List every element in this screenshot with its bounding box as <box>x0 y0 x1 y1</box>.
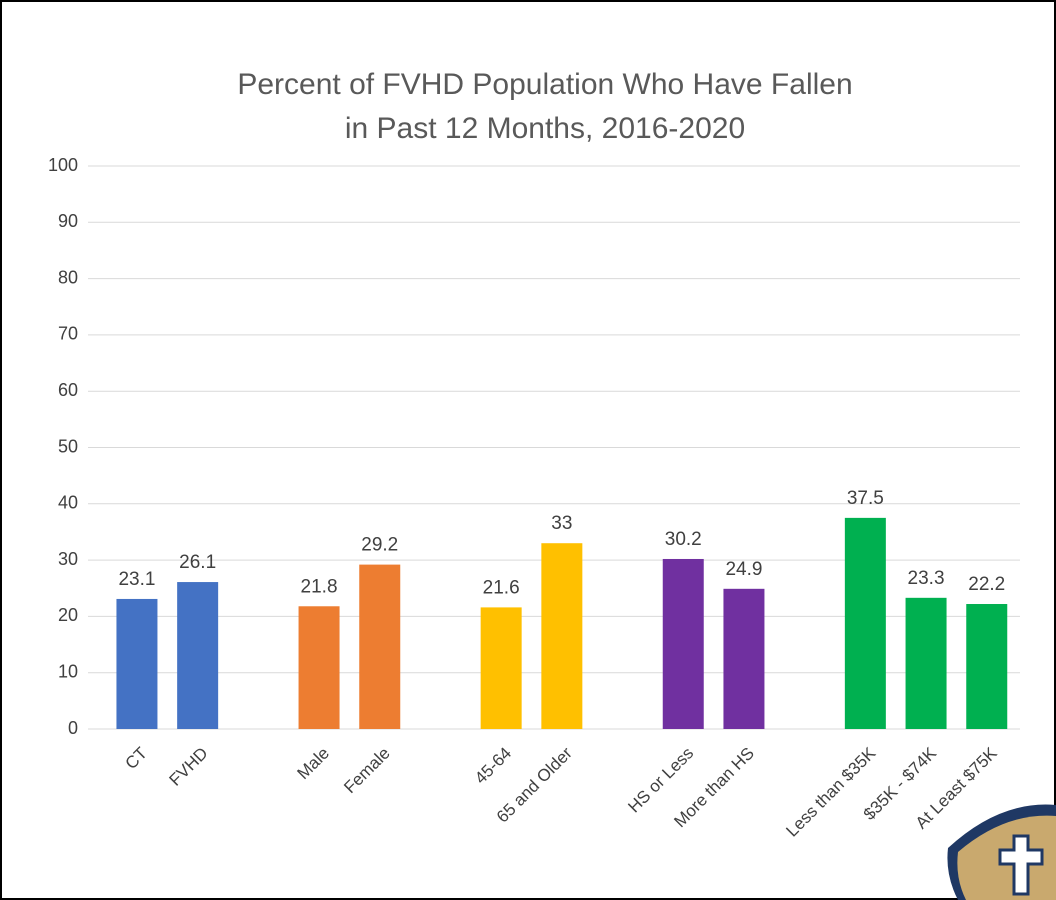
value-label: 22.2 <box>968 574 1005 595</box>
bar <box>177 582 219 729</box>
y-tick-label: 30 <box>58 549 78 569</box>
logo <box>947 804 1056 900</box>
bar <box>844 517 886 729</box>
bar <box>116 598 158 729</box>
value-label: 26.1 <box>179 552 216 573</box>
value-label: 21.6 <box>483 577 520 598</box>
y-tick-label: 10 <box>58 661 78 681</box>
bar <box>359 564 401 729</box>
bar <box>480 607 522 729</box>
value-label: 30.2 <box>665 529 702 550</box>
value-label: 24.9 <box>725 559 762 580</box>
value-label: 21.8 <box>301 576 338 597</box>
y-tick-label: 0 <box>68 718 78 738</box>
y-tick-label: 80 <box>58 267 78 287</box>
bar <box>905 597 947 729</box>
chart-title: Percent of FVHD Population Who Have Fall… <box>237 68 852 101</box>
value-label: 23.3 <box>908 568 945 589</box>
value-label: 37.5 <box>847 488 884 509</box>
y-tick-label: 50 <box>58 436 78 456</box>
bar <box>541 543 583 729</box>
y-tick-label: 20 <box>58 605 78 625</box>
chart-title: in Past 12 Months, 2016-2020 <box>345 112 745 145</box>
y-tick-label: 70 <box>58 324 78 344</box>
y-tick-label: 60 <box>58 380 78 400</box>
y-tick-label: 40 <box>58 493 78 513</box>
bar <box>723 588 765 729</box>
y-tick-label: 90 <box>58 211 78 231</box>
value-label: 33 <box>551 513 572 534</box>
bar <box>966 604 1008 729</box>
bar <box>298 606 340 729</box>
bar <box>662 558 704 729</box>
value-label: 29.2 <box>361 535 398 556</box>
value-label: 23.1 <box>118 569 155 590</box>
y-tick-label: 100 <box>48 155 78 175</box>
